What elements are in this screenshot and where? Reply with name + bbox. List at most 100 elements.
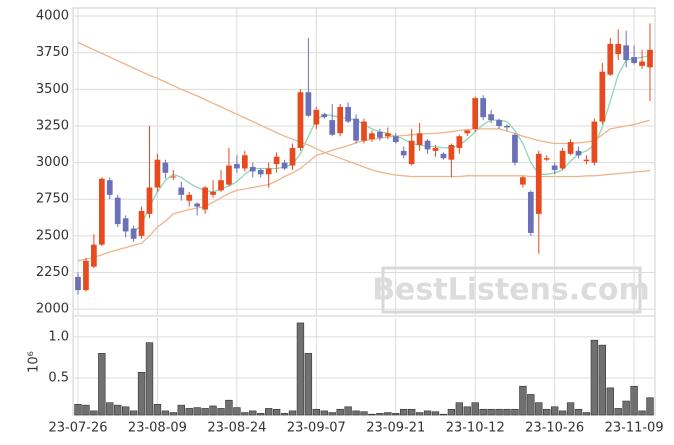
candle-body [631, 57, 637, 63]
candle-body [551, 165, 558, 170]
candle-body [162, 162, 169, 173]
candle-body [122, 218, 129, 232]
candle-body [234, 164, 240, 169]
candle-body [186, 194, 193, 201]
volume-bar [296, 322, 305, 416]
volume-bar [312, 408, 321, 416]
volume-bar [407, 408, 416, 416]
volume-bar [455, 402, 464, 416]
candle-body [639, 61, 645, 66]
volume-bar [352, 410, 360, 416]
candle-body [416, 133, 423, 146]
volume-bar [439, 413, 448, 416]
candle-body [488, 114, 494, 121]
candle-body [138, 210, 145, 236]
volume-bar [463, 406, 471, 416]
volume-bar [90, 410, 98, 416]
candle-body [202, 187, 208, 210]
candle-body [75, 276, 81, 291]
volume-bar [209, 405, 217, 416]
candle-body [353, 118, 359, 141]
candle-body [504, 125, 510, 128]
candle-body [281, 162, 288, 169]
candle-body [480, 98, 487, 118]
moving-average-line [77, 41, 651, 178]
volume-bar [336, 408, 344, 416]
y-tick-label: 3000 [36, 155, 69, 170]
watermark-box [381, 266, 642, 314]
candle-body [448, 145, 455, 160]
candle-body [575, 150, 582, 156]
candle-body [623, 45, 630, 61]
candle-body [329, 120, 336, 135]
x-tick-label: 23-09-21 [366, 421, 425, 436]
volume-bar [177, 404, 185, 416]
volume-bar [614, 408, 622, 416]
volume-bar [511, 408, 519, 416]
candle-body [218, 180, 224, 191]
volume-bar [328, 412, 336, 416]
candle-body [591, 121, 598, 163]
x-tick-label: 23-11-09 [605, 421, 664, 436]
candle-body [615, 43, 622, 55]
candle-body [83, 260, 89, 291]
volume-bar [74, 404, 82, 416]
volume-bar [471, 402, 479, 416]
volume-bar [193, 407, 201, 416]
volume-bar [384, 412, 392, 416]
candle-body [559, 150, 566, 169]
candle-body [154, 159, 161, 188]
candle-body [91, 244, 97, 267]
volume-bar [447, 408, 456, 416]
candle-body [392, 136, 399, 143]
y-tick-label: 3750 [36, 45, 69, 60]
volume-bar [257, 413, 265, 416]
volume-bar [566, 402, 575, 416]
volume-bar [129, 410, 138, 416]
volume-bar [280, 413, 289, 416]
candle-body [520, 177, 526, 185]
candle-body [424, 140, 431, 150]
candle-body [456, 136, 463, 148]
volume-bar [582, 412, 591, 416]
volume-bar [431, 411, 440, 416]
volume-bar [114, 404, 122, 416]
volume-bar [185, 408, 193, 416]
watermark: BestListens.com [372, 273, 650, 308]
candle-body [146, 187, 153, 214]
x-tick-label: 23-10-26 [525, 421, 584, 436]
volume-bar [527, 394, 535, 416]
volume-bar [368, 413, 376, 416]
volume-bar [630, 385, 638, 416]
volume-bar [272, 408, 281, 416]
candle-body [289, 147, 296, 166]
volume-axis-label: 10⁶ [27, 351, 42, 373]
candle-body [543, 158, 550, 160]
candle-body [647, 49, 653, 68]
volume-bar [145, 342, 154, 416]
candle-body [106, 180, 113, 195]
volume-bar [558, 410, 567, 416]
volume-bar [487, 408, 495, 416]
volume-tick-label: 0.5 [48, 371, 69, 386]
volume-bar [241, 412, 249, 416]
candle-body [345, 106, 351, 122]
y-tick-label: 4000 [36, 9, 69, 24]
y-tick-label: 2500 [36, 228, 69, 243]
volume-bar [574, 408, 583, 416]
volume-bar [320, 410, 328, 416]
candle-body [440, 153, 447, 159]
volume-bar [535, 402, 543, 416]
candle-body [170, 176, 177, 178]
volume-bar [153, 404, 162, 416]
volume-bar [590, 339, 599, 416]
y-tick-label: 2000 [36, 302, 69, 317]
volume-bar [392, 413, 400, 416]
volume-bar [137, 371, 146, 416]
volume-bar [550, 406, 559, 416]
volume-bar [598, 344, 607, 416]
candle-body [472, 98, 479, 129]
candle-body [527, 191, 534, 233]
y-tick-label: 2250 [36, 265, 69, 280]
